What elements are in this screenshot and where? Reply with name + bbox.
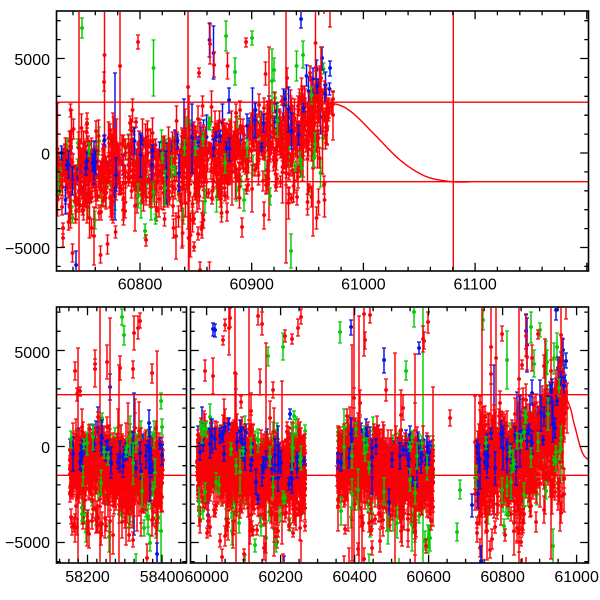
svg-text:5000: 5000 xyxy=(14,345,50,362)
svg-text:−5000: −5000 xyxy=(5,241,50,258)
svg-text:61000: 61000 xyxy=(341,277,386,294)
svg-text:60900: 60900 xyxy=(229,277,274,294)
svg-text:60800: 60800 xyxy=(118,277,163,294)
svg-text:61100: 61100 xyxy=(453,277,496,294)
svg-text:61000: 61000 xyxy=(554,569,599,586)
svg-text:60800: 60800 xyxy=(480,569,525,586)
svg-text:60200: 60200 xyxy=(258,569,303,586)
svg-text:−5000: −5000 xyxy=(5,535,50,552)
svg-text:0: 0 xyxy=(41,147,50,164)
svg-text:60000: 60000 xyxy=(184,569,229,586)
svg-text:60600: 60600 xyxy=(406,569,451,586)
svg-text:58400: 58400 xyxy=(140,569,185,586)
svg-text:0: 0 xyxy=(41,440,50,457)
svg-text:60400: 60400 xyxy=(332,569,377,586)
svg-text:5000: 5000 xyxy=(14,52,50,69)
svg-text:58200: 58200 xyxy=(65,569,110,586)
